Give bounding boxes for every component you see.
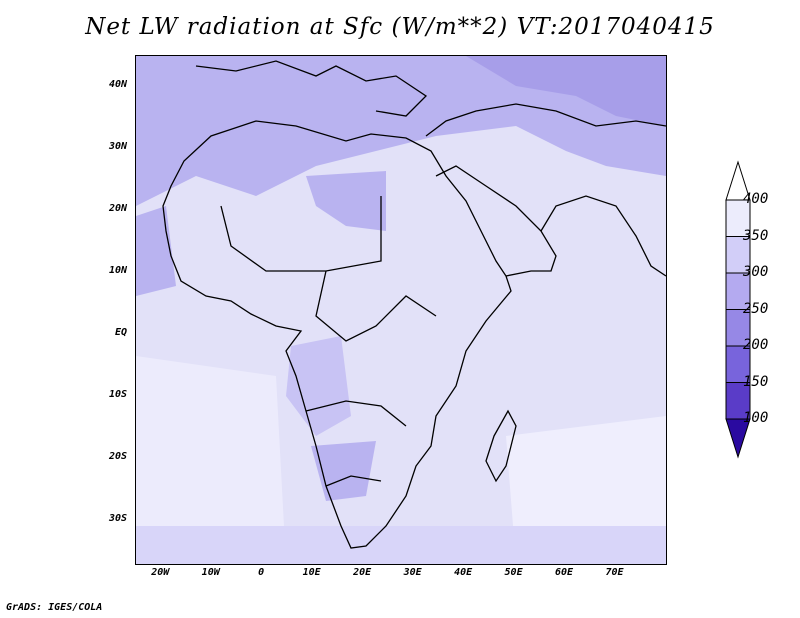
coastlines xyxy=(162,60,666,549)
colorbar-segment xyxy=(725,309,751,347)
x-tick-label: 10W xyxy=(201,567,220,578)
colorbar-level-label: 200 xyxy=(743,337,769,353)
y-tick-label: 10N xyxy=(108,264,127,276)
map-plot-area xyxy=(135,55,667,565)
colorbar-level-label: 300 xyxy=(743,264,769,280)
grads-credit: GrADS: IGES/COLA xyxy=(6,602,103,613)
colorbar-segment xyxy=(725,345,751,383)
y-tick-label: EQ xyxy=(114,326,127,338)
colorbar-level-label: 100 xyxy=(743,410,769,426)
x-tick-label: 20E xyxy=(353,567,372,578)
map-title: Net LW radiation at Sfc (W/m**2) VT:2017… xyxy=(85,14,715,40)
y-tick-label: 20S xyxy=(108,450,127,462)
x-tick-label: 50E xyxy=(504,567,523,578)
colorbar-level-label: 400 xyxy=(743,191,769,207)
y-tick-label: 20N xyxy=(108,202,127,214)
x-tick-label: 10E xyxy=(302,567,321,578)
x-tick-label: 40E xyxy=(454,567,473,578)
map-canvas xyxy=(136,56,666,564)
x-tick-label: 0 xyxy=(258,567,265,578)
x-tick-label: 70E xyxy=(605,567,624,578)
y-tick-label: 40N xyxy=(108,78,127,90)
y-tick-label: 30N xyxy=(108,140,127,152)
colorbar-low-triangle xyxy=(725,418,751,459)
colorbar-level-label: 250 xyxy=(743,300,769,317)
x-tick-label: 60E xyxy=(555,567,574,578)
x-tick-label: 20W xyxy=(151,567,170,578)
y-tick-label: 30S xyxy=(108,512,127,524)
y-tick-label: 10S xyxy=(108,388,127,400)
colorbar-segment xyxy=(725,272,751,310)
colorbar-level-label: 350 xyxy=(743,227,769,244)
colorbar xyxy=(725,160,751,459)
colorbar-segment xyxy=(725,199,751,237)
colorbar-level-label: 150 xyxy=(743,373,769,390)
x-tick-label: 30E xyxy=(403,567,422,578)
